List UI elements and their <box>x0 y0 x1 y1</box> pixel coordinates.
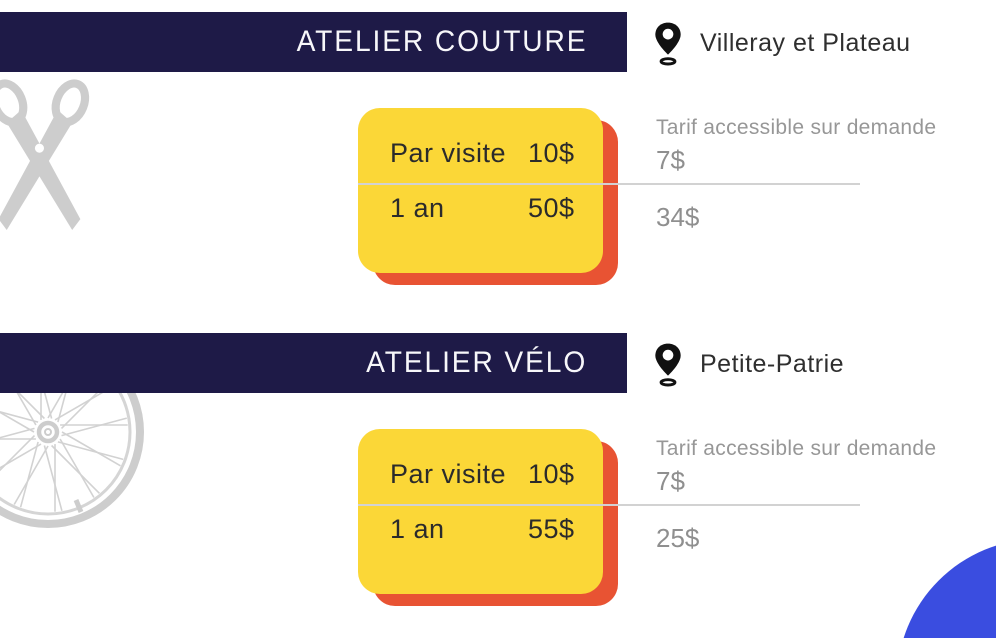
accessible-rate-note: Tarif accessible sur demande <box>656 116 937 139</box>
price-row-value: 10$ <box>528 459 575 489</box>
location-label: Petite-Patrie <box>700 350 845 378</box>
price-row-label: Par visite <box>390 459 507 489</box>
accessible-rate-note: Tarif accessible sur demande <box>656 437 937 460</box>
price-row-label: 1 an <box>390 193 445 223</box>
row-divider-line <box>358 183 860 185</box>
price-row: Par visite 10$ <box>390 138 579 169</box>
price-row: 1 an 55$ <box>390 514 579 545</box>
section-atelier-couture: ATELIER COUTURE Villeray et Plateau Par … <box>0 12 996 312</box>
price-row-label: Par visite <box>390 138 507 168</box>
accessible-rate-per-visit: 7$ <box>656 145 685 175</box>
banner-atelier-couture: ATELIER COUTURE <box>0 12 627 72</box>
location-pin-icon <box>652 20 684 68</box>
price-row-value: 50$ <box>528 193 575 223</box>
accessible-rate-per-year: 25$ <box>656 523 700 553</box>
price-row: 1 an 50$ <box>390 193 579 224</box>
accessible-rate-per-visit: 7$ <box>656 466 685 496</box>
row-divider-line <box>358 504 860 506</box>
price-card: Par visite 10$ 1 an 55$ <box>358 429 618 606</box>
scissors-icon <box>0 60 94 240</box>
price-row-value: 55$ <box>528 514 575 544</box>
banner-atelier-velo: ATELIER VÉLO <box>0 333 627 393</box>
price-card: Par visite 10$ 1 an 50$ <box>358 108 618 285</box>
price-row: Par visite 10$ <box>390 459 579 490</box>
section-atelier-velo: ATELIER VÉLO Petite-Patrie Par visite 10… <box>0 333 996 633</box>
section-title: ATELIER COUTURE <box>296 25 587 58</box>
accessible-rate-per-year: 34$ <box>656 202 700 232</box>
location-label: Villeray et Plateau <box>700 29 911 57</box>
card-face <box>358 429 603 594</box>
price-row-value: 10$ <box>528 138 575 168</box>
section-title: ATELIER VÉLO <box>365 346 587 379</box>
location-pin-icon <box>652 341 684 389</box>
price-row-label: 1 an <box>390 514 445 544</box>
card-face <box>358 108 603 273</box>
